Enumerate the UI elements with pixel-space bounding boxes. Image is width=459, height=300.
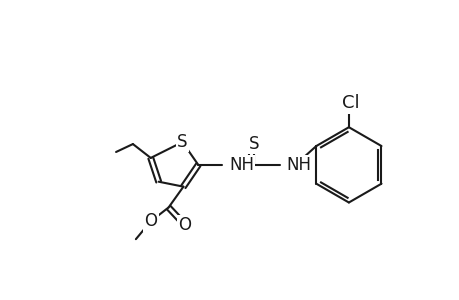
Text: Cl: Cl bbox=[341, 94, 359, 112]
Text: O: O bbox=[178, 216, 190, 234]
Text: NH: NH bbox=[229, 156, 253, 174]
Text: NH: NH bbox=[286, 156, 311, 174]
Text: O: O bbox=[144, 212, 157, 230]
Text: S: S bbox=[177, 133, 187, 151]
Text: S: S bbox=[248, 135, 258, 153]
